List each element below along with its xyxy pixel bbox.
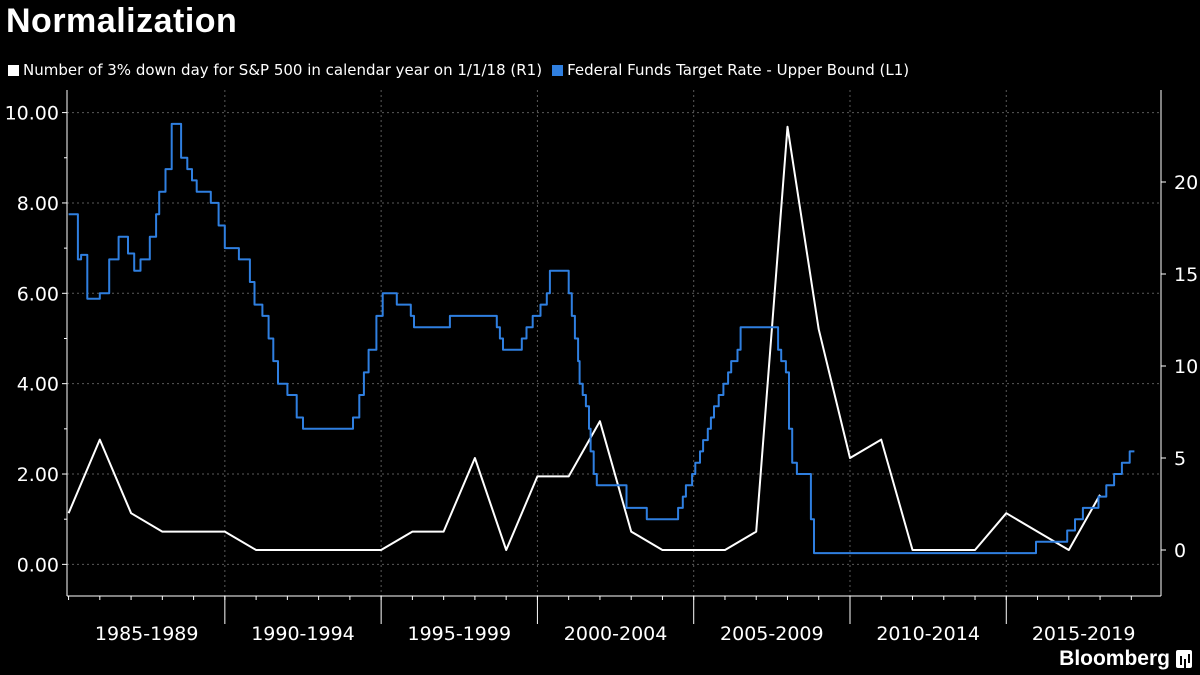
- legend: Number of 3% down day for S&P 500 in cal…: [8, 61, 909, 79]
- tick-label-right: 0: [1174, 540, 1186, 562]
- category-label: 2010-2014: [876, 623, 980, 645]
- legend-swatch-white: [8, 64, 19, 76]
- chart-title: Normalization: [6, 2, 238, 40]
- tick-label-left: 10.00: [5, 103, 59, 125]
- legend-item-fed-funds: Federal Funds Target Rate - Upper Bound …: [552, 61, 909, 79]
- legend-swatch-blue: [552, 64, 564, 76]
- series-line-sp500-down-days: [67, 125, 1101, 551]
- tick-label-left: 4.00: [17, 374, 59, 396]
- legend-item-sp500-down-days: Number of 3% down day for S&P 500 in cal…: [8, 61, 542, 79]
- category-label: 2015-2019: [1032, 623, 1136, 645]
- category-label: 1995-1999: [407, 623, 511, 645]
- gridlines: [67, 90, 1161, 596]
- category-label: 2005-2009: [720, 623, 824, 645]
- legend-label-fed-funds: Federal Funds Target Rate - Upper Bound …: [567, 61, 910, 79]
- tick-label-left: 6.00: [17, 283, 59, 305]
- tick-label-left: 8.00: [17, 193, 59, 215]
- category-label: 1985-1989: [95, 623, 199, 645]
- bloomberg-chart-icon: [1176, 650, 1192, 668]
- tick-label-left: 2.00: [17, 464, 59, 486]
- brand-name: Bloomberg: [1059, 647, 1170, 670]
- series-line-fed-funds-rate: [68, 122, 1135, 555]
- category-label: 2000-2004: [564, 623, 668, 645]
- tick-label-right: 10: [1174, 356, 1198, 378]
- axes: [62, 90, 1166, 624]
- tick-labels: 0.00 2.00 4.00 6.00 8.00 10.00 0 5 10 15 20 1985-19…: [5, 103, 1199, 645]
- tick-label-right: 5: [1174, 448, 1186, 470]
- category-label: 1990-1994: [251, 623, 355, 645]
- bloomberg-logo: Bloomberg: [1059, 647, 1192, 671]
- tick-label-right: 20: [1174, 172, 1198, 194]
- tick-label-right: 15: [1174, 264, 1198, 286]
- legend-label-sp500-down-days: Number of 3% down day for S&P 500 in cal…: [23, 61, 543, 79]
- series-lines: [67, 122, 1135, 555]
- tick-label-left: 0.00: [17, 554, 59, 576]
